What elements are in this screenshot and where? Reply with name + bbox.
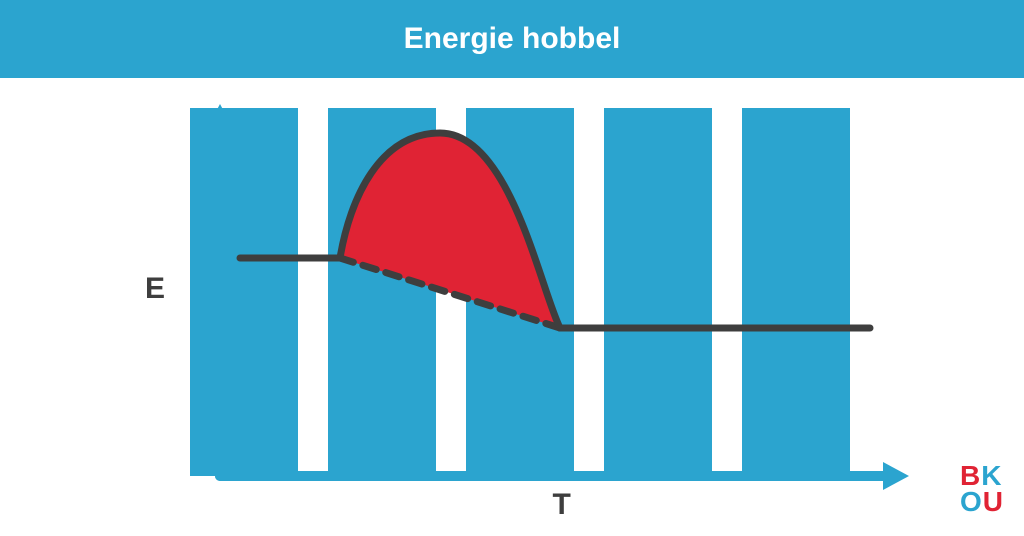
bkou-logo: BK OU — [960, 463, 1004, 516]
logo-letter-o: O — [960, 489, 983, 516]
header-bar: Energie hobbel — [0, 0, 1024, 78]
x-axis-arrowhead — [883, 462, 909, 490]
logo-letter-b: B — [960, 463, 981, 490]
energy-curve — [240, 133, 870, 328]
logo-letter-k: K — [981, 463, 1002, 490]
x-axis-label: T — [553, 488, 571, 522]
logo-letter-u: U — [983, 489, 1004, 516]
page-title: Energie hobbel — [404, 22, 621, 56]
y-axis-label: E — [145, 272, 165, 306]
y-axis-arrowhead — [206, 104, 234, 130]
diagram-svg — [0, 78, 1024, 536]
energy-diagram: E T BK OU — [0, 78, 1024, 536]
